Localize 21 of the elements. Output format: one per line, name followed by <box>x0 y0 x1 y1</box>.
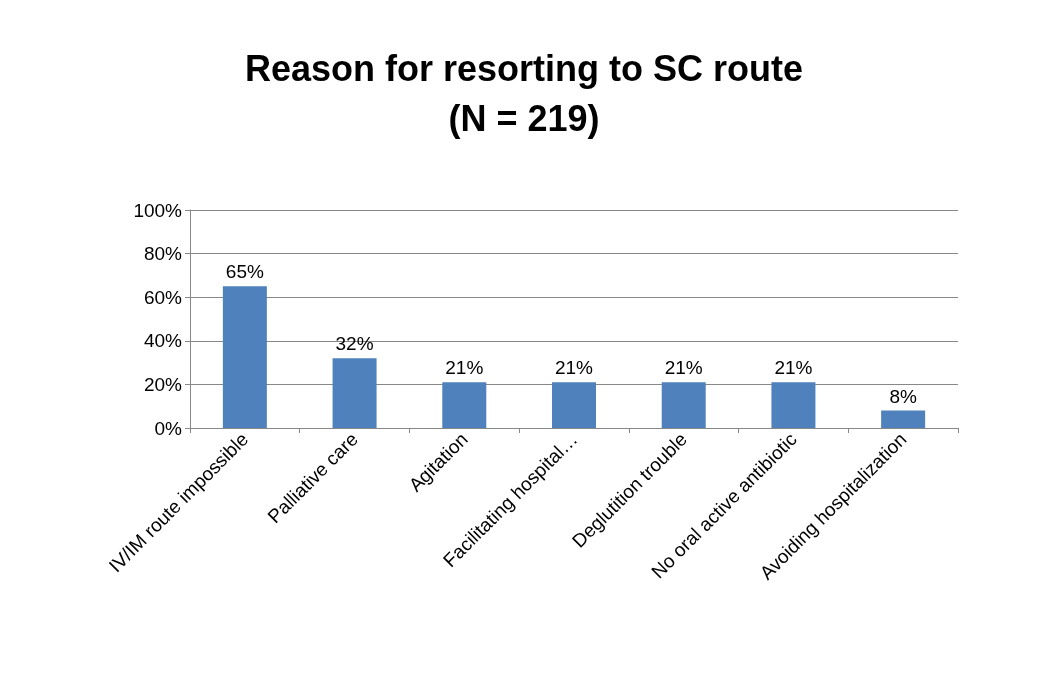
y-tick-label: 80% <box>143 243 183 265</box>
bar <box>661 382 706 428</box>
bar <box>552 382 596 428</box>
data-label: 21% <box>774 357 813 379</box>
bar <box>222 286 267 428</box>
data-label: 32% <box>335 333 374 355</box>
y-tick-label: 60% <box>143 286 183 308</box>
y-tick-label: 40% <box>143 330 183 352</box>
bar <box>442 382 487 428</box>
bar <box>771 382 816 428</box>
data-label: 21% <box>445 357 484 379</box>
bar <box>332 358 377 428</box>
data-label: 21% <box>664 357 703 379</box>
y-tick-label: 100% <box>133 199 183 221</box>
data-label: 65% <box>225 261 264 283</box>
y-tick-label: 0% <box>154 417 183 439</box>
bar <box>881 410 926 428</box>
data-label: 21% <box>554 357 594 379</box>
chart-title: Reason for resorting to SC route (N = 219) <box>244 47 804 139</box>
y-tick-label: 20% <box>143 373 183 395</box>
data-label: 8% <box>889 385 917 407</box>
